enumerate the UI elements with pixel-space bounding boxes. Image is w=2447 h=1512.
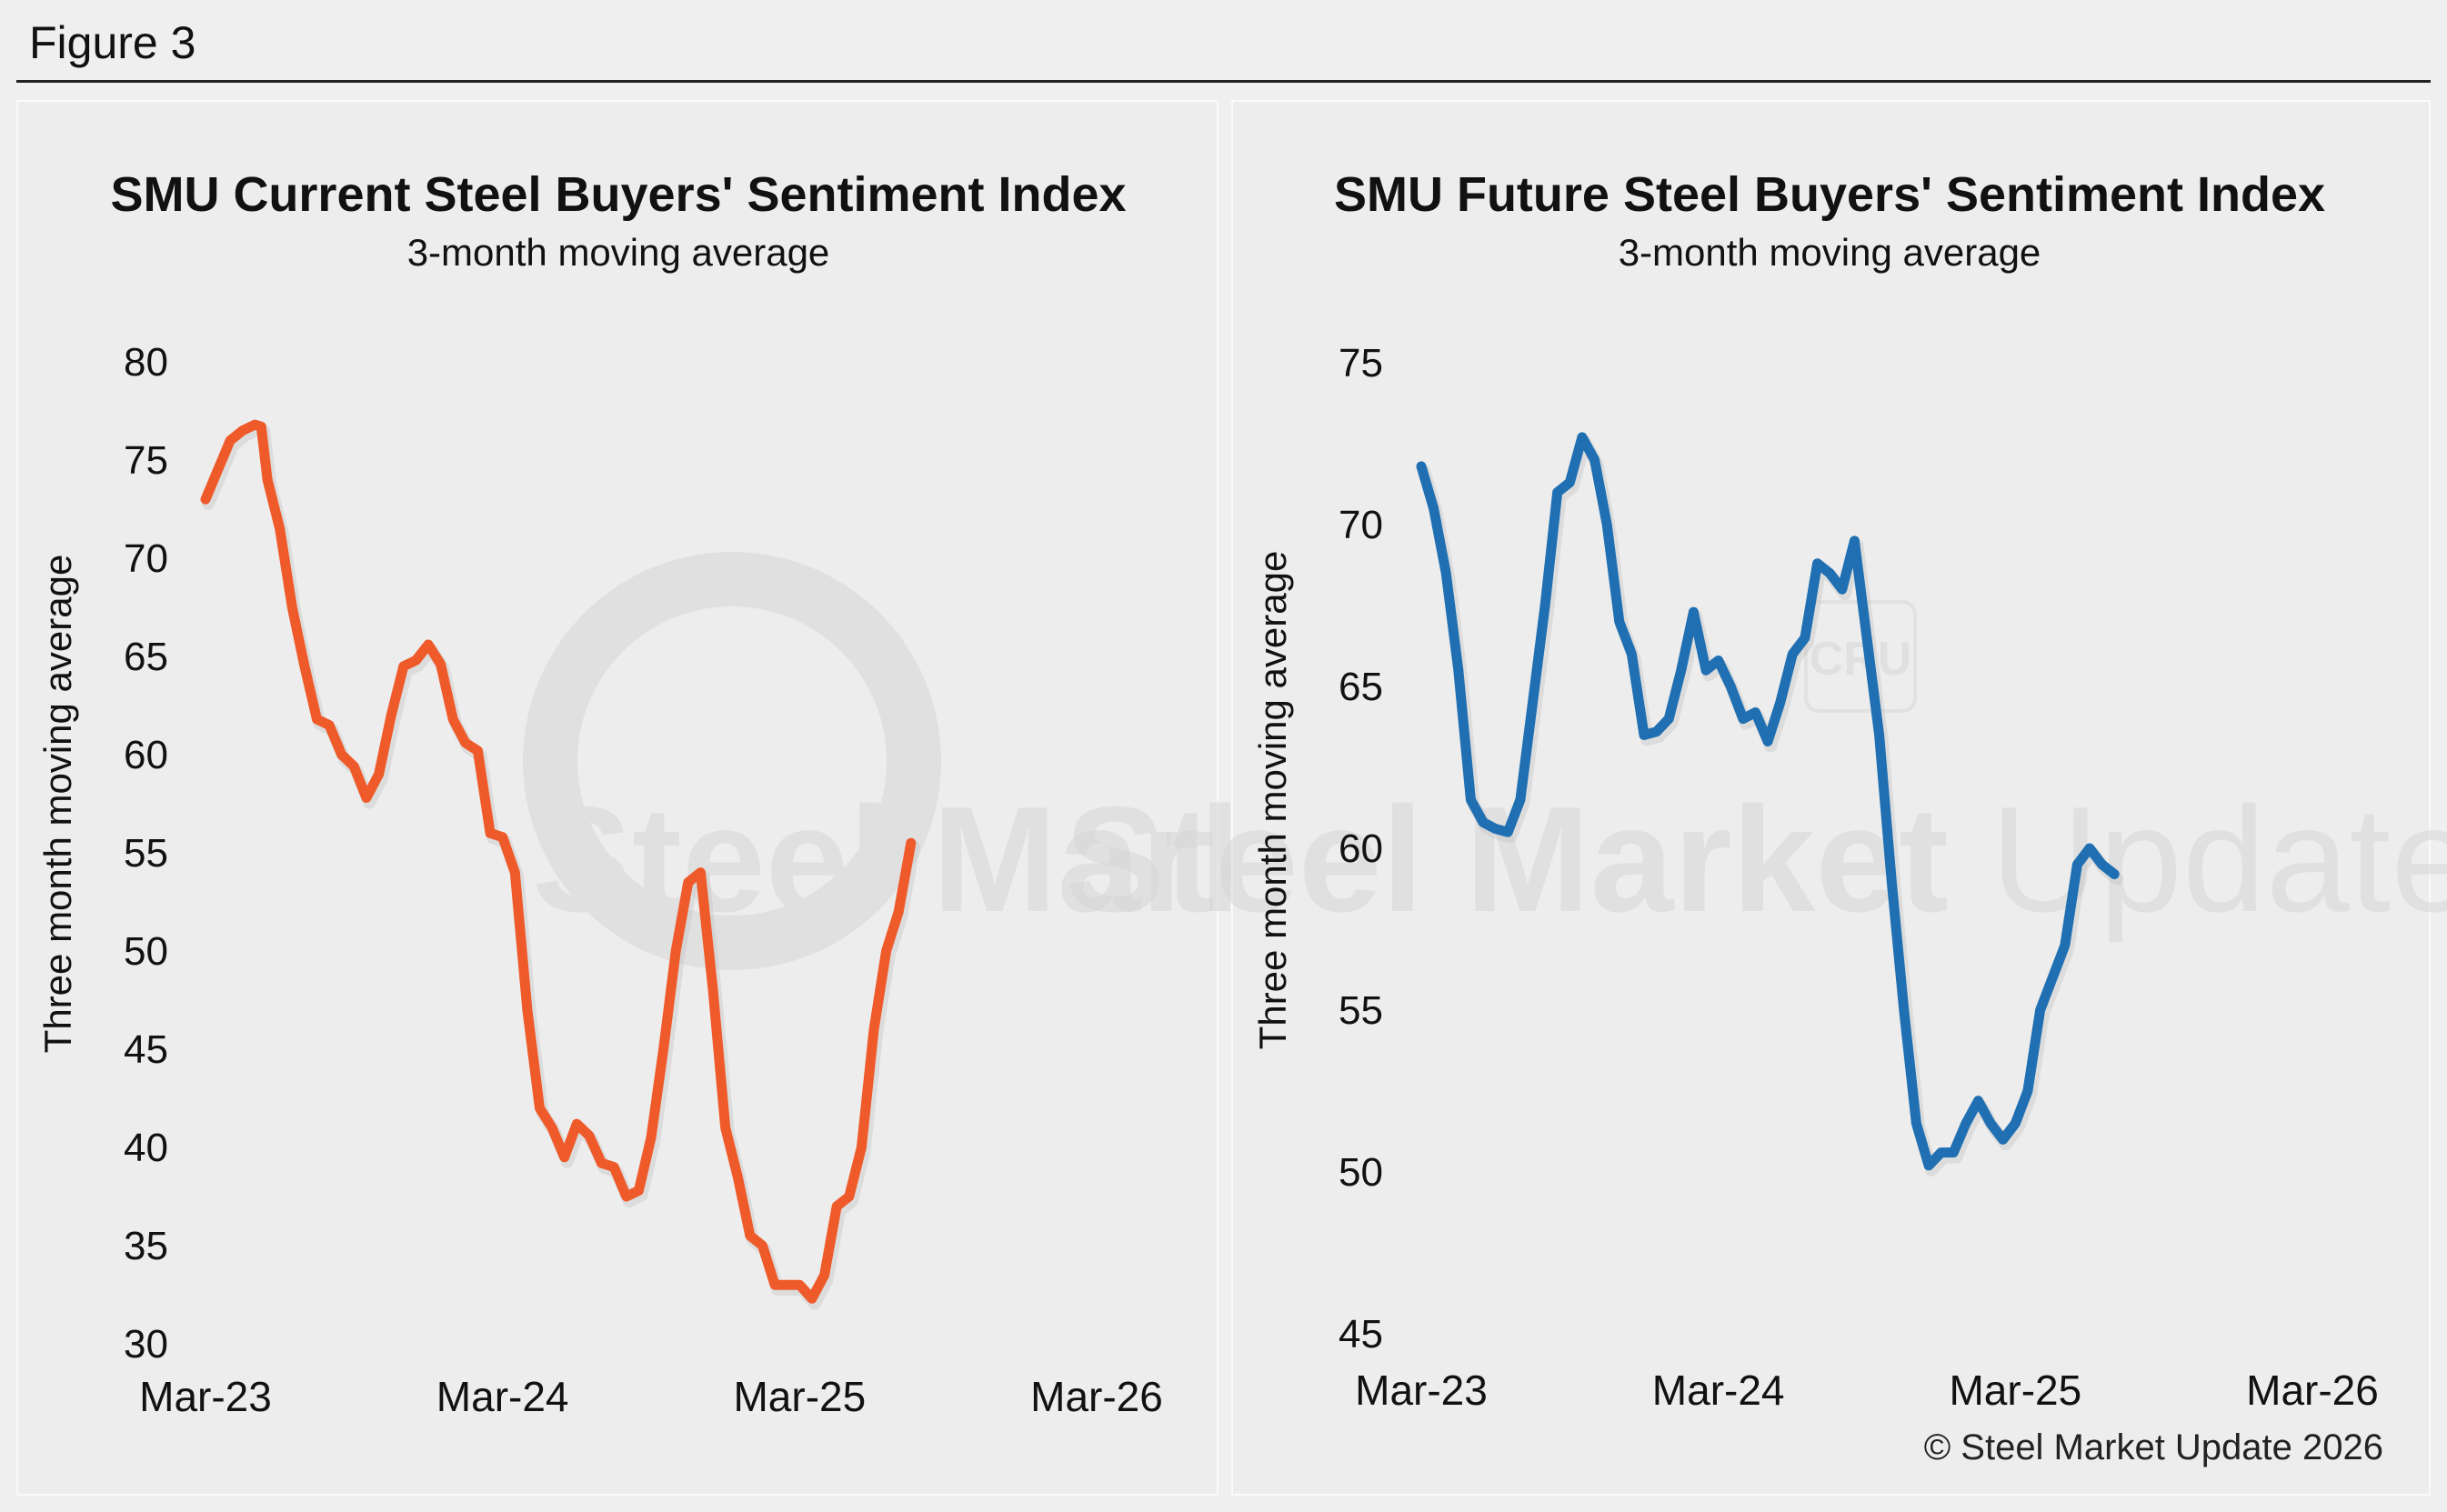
y-tick-label: 55 (124, 831, 168, 876)
x-tick-label: Mar-23 (1355, 1367, 1488, 1414)
y-tick-label: 75 (1339, 341, 1383, 386)
watermark-ring (523, 552, 941, 970)
copyright-notice: © Steel Market Update 2026 (1923, 1427, 2383, 1467)
y-tick-label: 45 (1339, 1312, 1383, 1357)
chart-subtitle: 3-month moving average (1619, 231, 2041, 274)
y-tick-label: 40 (124, 1126, 168, 1170)
chart-title: SMU Future Steel Buyers' Sentiment Index (1334, 167, 2325, 222)
y-tick-label: 80 (124, 340, 168, 385)
chart-subtitle: 3-month moving average (407, 231, 830, 274)
figure-label: Figure 3 (29, 17, 196, 68)
x-tick-label: Mar-24 (436, 1373, 569, 1420)
x-tick-label: Mar-25 (733, 1373, 866, 1420)
y-tick-label: 50 (124, 929, 168, 974)
x-tick-label: Mar-26 (1030, 1373, 1163, 1420)
watermark-badge-text: CRU (1810, 633, 1912, 686)
y-tick-label: 50 (1339, 1150, 1383, 1195)
future-sentiment-panel: CRU Steel Market Update SMU Future Steel B… (1065, 100, 2447, 1496)
x-tick-label: Mar-25 (1949, 1367, 2081, 1414)
y-tick-label: 45 (124, 1027, 168, 1072)
y-axis-label: Three month moving average (1251, 551, 1294, 1050)
x-tick-label: Mar-23 (139, 1373, 272, 1420)
y-tick-label: 65 (124, 635, 168, 679)
figure-divider (16, 80, 2431, 83)
y-tick-label: 30 (124, 1322, 168, 1367)
y-tick-label: 65 (1339, 665, 1383, 709)
y-tick-label: 35 (124, 1224, 168, 1268)
y-tick-label: 60 (124, 733, 168, 777)
y-tick-label: 60 (1339, 826, 1383, 871)
y-tick-label: 70 (1339, 503, 1383, 547)
y-tick-label: 70 (124, 536, 168, 581)
x-tick-label: Mar-24 (1652, 1367, 1785, 1414)
y-tick-label: 75 (124, 438, 168, 483)
y-axis-label: Three month moving average (36, 555, 79, 1054)
chart-title: SMU Current Steel Buyers' Sentiment Inde… (110, 167, 1126, 222)
y-tick-label: 55 (1339, 988, 1383, 1033)
x-tick-label: Mar-26 (2246, 1367, 2379, 1414)
